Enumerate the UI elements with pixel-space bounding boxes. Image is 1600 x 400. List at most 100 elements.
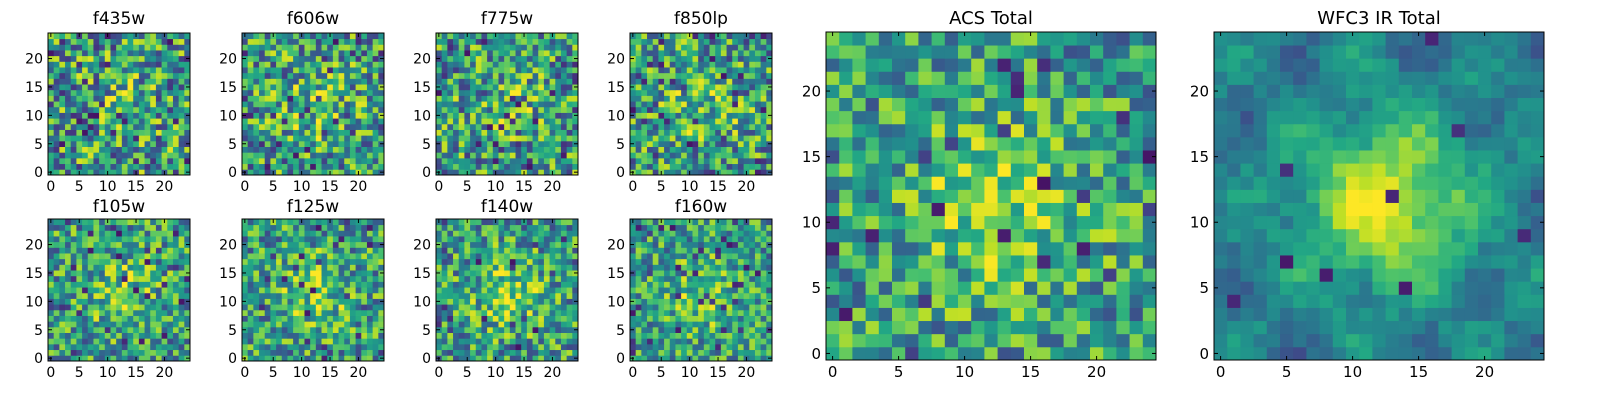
heatmap-cell: [82, 281, 89, 288]
heatmap-cell: [743, 152, 750, 159]
heatmap-cell: [538, 44, 545, 51]
heatmap-cell: [161, 84, 168, 91]
heatmap-cell: [492, 129, 499, 136]
heatmap-cell: [681, 169, 688, 176]
heatmap-cell: [372, 157, 379, 165]
heatmap-cell: [572, 129, 579, 136]
heatmap-cell: [116, 326, 123, 333]
heatmap-cell: [172, 236, 180, 243]
heatmap-cell: [709, 157, 716, 165]
heatmap-cell: [184, 343, 191, 351]
heatmap-cell: [93, 287, 100, 294]
heatmap-cell: [366, 38, 374, 45]
heatmap-cell: [110, 315, 117, 322]
heatmap-cell: [726, 309, 733, 316]
heatmap-cell: [127, 315, 134, 322]
heatmap-cell: [681, 78, 688, 85]
heatmap-cell: [253, 326, 260, 333]
heatmap-cell: [675, 55, 682, 62]
heatmap-cell: [641, 140, 648, 147]
heatmap-cell: [504, 33, 511, 40]
heatmap-cell: [253, 338, 260, 345]
heatmap-cell: [555, 61, 562, 68]
heatmap-cell: [276, 38, 283, 45]
heatmap-cell: [53, 236, 60, 243]
heatmap-cell: [344, 72, 351, 79]
heatmap-cell: [59, 338, 66, 345]
heatmap-cell: [453, 163, 460, 170]
heatmap-cell: [498, 230, 505, 237]
heatmap-cell: [737, 61, 744, 68]
y-tick-label: 5: [34, 137, 43, 153]
heatmap-cell: [481, 169, 488, 176]
heatmap-cell: [732, 140, 739, 147]
heatmap-cell: [726, 55, 733, 62]
heatmap-cell: [65, 315, 72, 322]
heatmap-cell: [87, 230, 94, 237]
heatmap-cell: [247, 50, 254, 57]
heatmap-cell: [247, 304, 254, 311]
heatmap-cell: [743, 298, 750, 305]
heatmap-cell: [99, 95, 106, 102]
heatmap-cell: [127, 219, 134, 226]
heatmap-cell: [116, 315, 123, 322]
heatmap-cell: [652, 349, 659, 356]
heatmap-cell: [737, 281, 744, 288]
heatmap-cell: [161, 326, 168, 333]
heatmap-cell: [293, 129, 300, 136]
heatmap-cell: [492, 275, 499, 282]
heatmap-cell: [487, 343, 494, 351]
heatmap-cell: [65, 338, 72, 345]
heatmap-cell: [475, 287, 482, 294]
heatmap-cell: [321, 67, 328, 74]
heatmap-cell: [509, 33, 516, 40]
heatmap-cell: [293, 50, 300, 57]
x-tick-label: 15: [321, 365, 339, 381]
heatmap-cell: [492, 304, 499, 311]
heatmap-cell: [458, 298, 465, 305]
heatmap-cell: [298, 152, 305, 159]
heatmap-cell: [110, 241, 117, 248]
heatmap-cell: [144, 78, 151, 85]
heatmap-cell: [720, 304, 727, 311]
heatmap-cell: [70, 106, 77, 113]
heatmap-cell: [167, 84, 174, 91]
heatmap-cell: [87, 44, 94, 51]
heatmap-cell: [760, 287, 767, 294]
heatmap-cell: [686, 146, 693, 153]
heatmap-cell: [264, 50, 271, 57]
heatmap-cell: [652, 55, 659, 62]
heatmap-cell: [161, 343, 168, 351]
heatmap-cell: [647, 84, 654, 91]
heatmap-cell: [749, 281, 756, 288]
heatmap-cell: [259, 140, 266, 147]
heatmap-cell: [737, 326, 744, 333]
heatmap-cell: [441, 78, 448, 85]
heatmap-cell: [304, 298, 311, 305]
heatmap-cell: [59, 72, 66, 79]
heatmap-cell: [59, 332, 66, 339]
heatmap-cell: [138, 169, 145, 176]
heatmap-cell: [498, 146, 505, 153]
heatmap-cell: [698, 84, 705, 91]
heatmap-cell: [681, 163, 688, 170]
heatmap-cell: [247, 349, 254, 356]
heatmap-cell: [572, 287, 579, 294]
heatmap-cell: [560, 61, 568, 68]
heatmap-cell: [647, 315, 654, 322]
heatmap-cell: [481, 258, 488, 265]
heatmap-cell: [144, 224, 151, 231]
heatmap-cell: [82, 163, 89, 170]
heatmap-cell: [372, 50, 379, 57]
heatmap-cell: [247, 343, 254, 351]
heatmap-cell: [172, 338, 180, 345]
heatmap-cell: [48, 152, 55, 159]
heatmap-cell: [538, 343, 545, 351]
heatmap-cell: [121, 163, 128, 170]
heatmap-cell: [492, 253, 499, 260]
heatmap-cell: [647, 298, 654, 305]
heatmap-cell: [572, 152, 579, 159]
heatmap-cell: [59, 349, 66, 356]
heatmap-cell: [726, 315, 733, 322]
heatmap-cell: [509, 247, 516, 254]
